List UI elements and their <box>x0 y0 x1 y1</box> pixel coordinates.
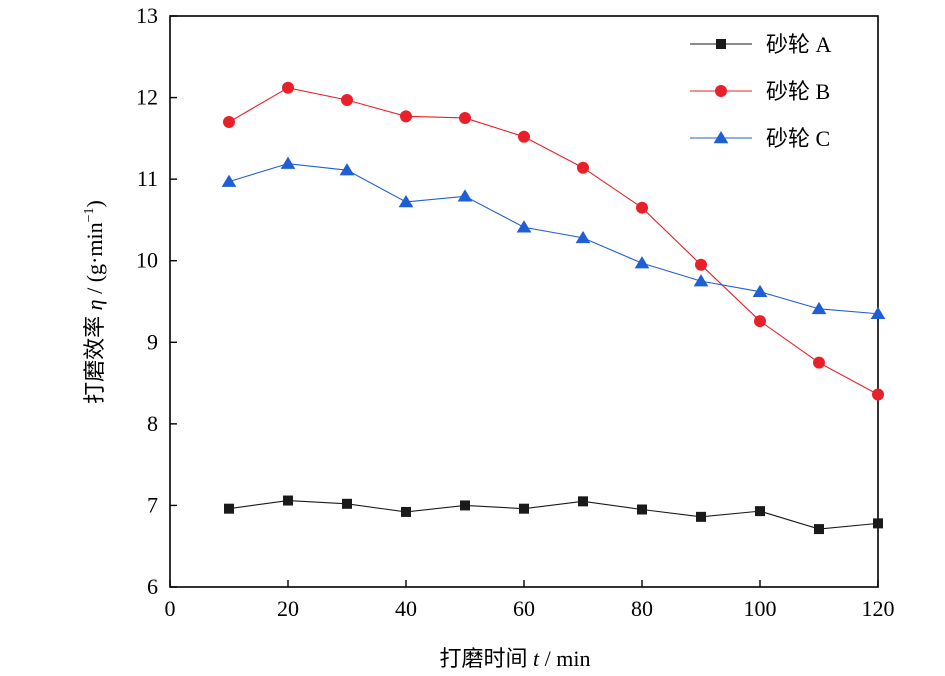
legend-marker <box>713 131 729 144</box>
data-point <box>459 111 471 124</box>
data-point <box>872 388 884 401</box>
data-point <box>870 306 886 319</box>
y-axis-title: 打磨效率 η / (g·min−1) <box>82 200 107 404</box>
series-layer <box>221 81 886 535</box>
series-line <box>228 87 879 395</box>
data-point <box>637 504 647 515</box>
x-tick-label: 40 <box>395 596 417 621</box>
x-tick-label: 80 <box>631 596 653 621</box>
series-0 <box>224 495 883 535</box>
axis-ticks: 0 20 40 60 80 100 120 6 7 8 9 10 11 12 13 <box>136 3 895 621</box>
data-point <box>636 201 648 214</box>
y-tick-label: 10 <box>136 248 158 273</box>
data-point <box>516 220 532 233</box>
data-point <box>696 511 706 522</box>
x-tick-label: 0 <box>165 596 176 621</box>
data-point <box>224 503 234 514</box>
data-point <box>813 356 825 369</box>
x-tick-label: 60 <box>513 596 535 621</box>
data-point <box>401 506 411 517</box>
series-line <box>228 499 879 530</box>
x-axis-title: 打磨时间 t / min <box>440 646 591 671</box>
data-point <box>873 518 883 529</box>
y-tick-label: 13 <box>136 3 158 28</box>
y-tick-label: 6 <box>147 574 158 599</box>
data-point <box>341 94 353 107</box>
legend-label: 砂轮 A <box>766 32 832 57</box>
x-tick-label: 100 <box>744 596 777 621</box>
data-point <box>811 301 827 315</box>
data-point <box>342 498 352 509</box>
data-point <box>460 500 470 511</box>
data-point <box>283 495 293 506</box>
data-point <box>518 130 530 143</box>
data-point <box>754 315 766 328</box>
data-point <box>695 258 707 271</box>
legend-item: 砂轮 B <box>690 79 830 104</box>
y-tick-label: 11 <box>137 166 158 191</box>
data-point <box>339 163 355 176</box>
y-tick-label: 9 <box>147 329 158 354</box>
data-point <box>755 506 765 517</box>
x-tick-label: 20 <box>277 596 299 621</box>
legend: 砂轮 A 砂轮 B 砂轮 C <box>690 32 832 151</box>
data-point <box>634 256 650 269</box>
legend-marker <box>715 85 727 97</box>
data-point <box>398 194 414 208</box>
legend-label: 砂轮 C <box>766 126 830 151</box>
data-point <box>221 174 237 187</box>
data-point <box>282 81 294 94</box>
y-tick-label: 12 <box>136 85 158 110</box>
y-tick-label: 7 <box>147 492 158 517</box>
data-point <box>693 274 709 287</box>
legend-marker <box>716 39 726 49</box>
data-point <box>575 230 591 244</box>
y-tick-label: 8 <box>147 411 158 436</box>
data-point <box>577 161 589 174</box>
data-point <box>752 284 768 297</box>
series-2 <box>221 156 886 319</box>
data-point <box>223 116 235 129</box>
series-line <box>228 163 879 315</box>
x-tick-label: 120 <box>862 596 895 621</box>
legend-label: 砂轮 B <box>766 79 830 104</box>
data-point <box>457 189 473 202</box>
data-point <box>578 496 588 507</box>
series-1 <box>223 81 884 401</box>
legend-item: 砂轮 C <box>690 126 830 151</box>
data-point <box>519 503 529 514</box>
data-point <box>280 156 296 169</box>
data-point <box>400 110 412 123</box>
data-point <box>814 524 824 535</box>
legend-item: 砂轮 A <box>690 32 832 57</box>
